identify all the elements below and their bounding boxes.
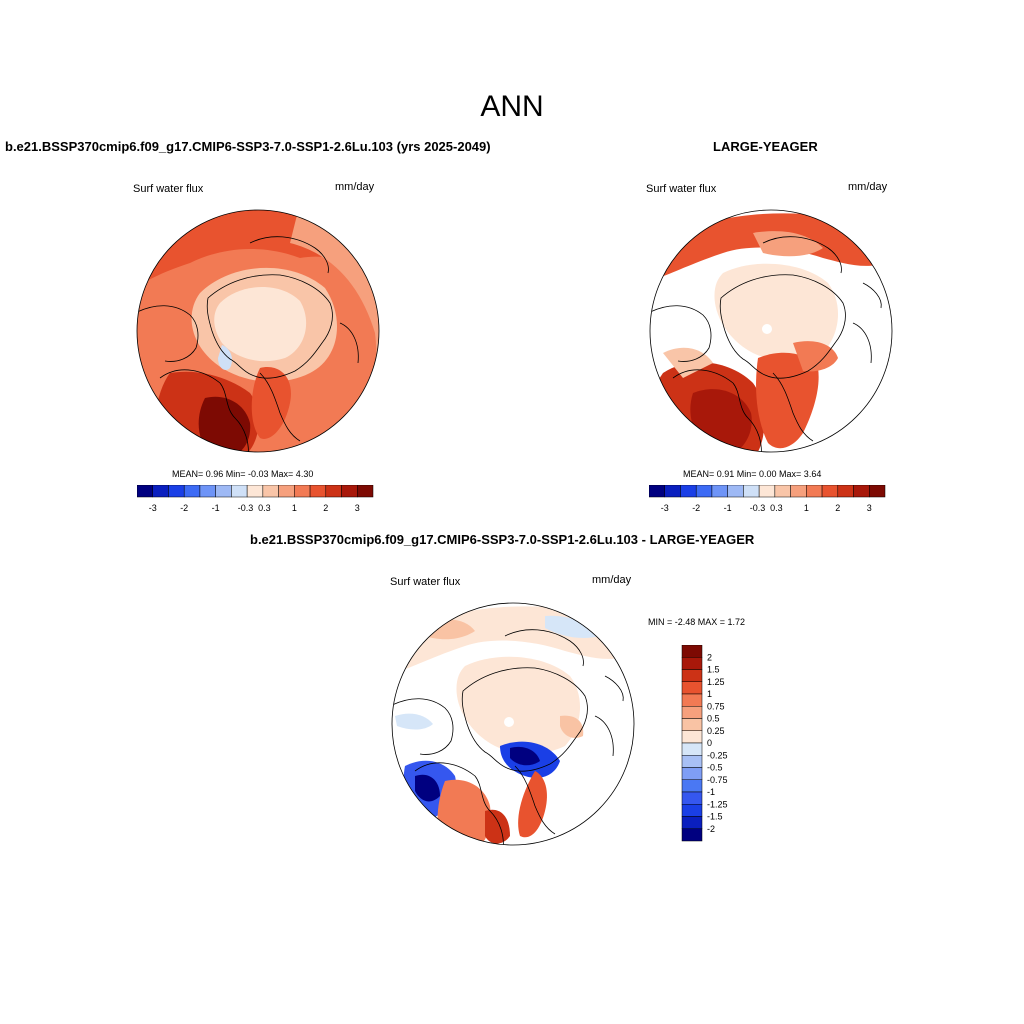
panel-2-stats: MEAN= 0.91 Min= 0.00 Max= 3.64: [683, 469, 822, 479]
panel-2-colorbar: -3 -2 -1 -0.3 0.3 1 2 3: [649, 485, 886, 513]
colorbar-3-tick-label: -1: [707, 787, 715, 797]
colorbar-2-tick-label: -3: [661, 503, 669, 513]
colorbar-3-tick-label: -1.5: [707, 812, 723, 822]
colorbar-3-swatch: [681, 791, 703, 805]
colorbar-2-swatch: [774, 485, 791, 498]
panel-2-units: mm/day: [848, 181, 888, 193]
colorbar-3-swatch: [681, 693, 703, 707]
colorbar-1-tick-label: 3: [355, 503, 360, 513]
colorbar-3-tick-label: -0.25: [707, 750, 728, 760]
panel-2-title: LARGE-YEAGER: [713, 139, 818, 154]
colorbar-1-tick-label: -3: [149, 503, 157, 513]
colorbar-2-tick-label: -0.3: [750, 503, 766, 513]
colorbar-3-tick-label: 0.25: [707, 726, 725, 736]
colorbar-2-swatch: [664, 485, 681, 498]
panel-2-variable: Surf water flux: [646, 183, 717, 195]
colorbar-3-swatch: [681, 804, 703, 817]
colorbar-2-swatch: [806, 485, 823, 498]
colorbar-3-tick-label: 2: [707, 652, 712, 662]
colorbar-2-swatch: [821, 485, 839, 498]
panel-3-title: b.e21.BSSP370cmip6.f09_g17.CMIP6-SSP3-7.…: [250, 532, 755, 547]
colorbar-2-tick-label: 2: [835, 503, 840, 513]
figure-title: ANN: [480, 90, 544, 123]
panel-3-minmax: MIN = -2.48 MAX = 1.72: [648, 617, 746, 627]
colorbar-2-swatch: [649, 485, 665, 498]
colorbar-1-tick-label: 1: [292, 503, 297, 513]
colorbar-3-tick-label: -0.5: [707, 763, 723, 773]
colorbar-3-swatch: [681, 816, 703, 829]
colorbar-1-swatch: [137, 485, 153, 498]
panel-3-variable: Surf water flux: [390, 576, 461, 588]
colorbar-1-tick-label: 0.3: [258, 503, 271, 513]
colorbar-3-swatch: [681, 828, 703, 842]
colorbar-3-swatch: [681, 767, 703, 780]
colorbar-2-swatch: [758, 485, 776, 498]
colorbar-3-tick-label: 1: [707, 689, 712, 699]
colorbar-3-tick-label: 0.5: [707, 714, 720, 724]
colorbar-2-swatch: [680, 485, 697, 498]
colorbar-1-swatch: [246, 485, 264, 498]
colorbar-2-tick-label: 1: [804, 503, 809, 513]
panel-3-map: [391, 602, 635, 846]
panel-1-stats: MEAN= 0.96 Min= -0.03 Max= 4.30: [172, 469, 314, 479]
colorbar-3-tick-label: -0.75: [707, 775, 728, 785]
colorbar-2-swatch: [853, 485, 870, 498]
colorbar-1-swatch: [278, 485, 295, 498]
colorbar-1-swatch: [215, 485, 232, 498]
panel-1-colorbar: -3 -2 -1 -0.3 0.3 1 2 3: [137, 485, 374, 513]
colorbar-1-swatch: [294, 485, 311, 498]
colorbar-1-swatch: [183, 485, 201, 498]
colorbar-1-tick-label: 2: [323, 503, 328, 513]
colorbar-3-tick-label: -2: [707, 824, 715, 834]
colorbar-1-swatch: [168, 485, 185, 498]
panel-1-map: [136, 209, 380, 453]
panel-3-colorbar: 2 1.5 1.25 1 0.75 0.5 0.25 0 -0.25 -0.5 -0.75 -1 -1.…: [681, 645, 728, 842]
panel-1-variable: Surf water flux: [133, 183, 204, 195]
colorbar-2-tick-label: 3: [867, 503, 872, 513]
colorbar-1-swatch: [309, 485, 327, 498]
colorbar-3-tick-label: -1.25: [707, 799, 728, 809]
colorbar-1-swatch: [325, 485, 342, 498]
colorbar-2-tick-label: -1: [724, 503, 732, 513]
colorbar-1-tick-label: -1: [212, 503, 220, 513]
colorbar-2-swatch: [743, 485, 760, 498]
colorbar-3-tick-label: 1.5: [707, 665, 720, 675]
colorbar-2-tick-label: 0.3: [770, 503, 783, 513]
colorbar-3-tick-label: 0.75: [707, 701, 725, 711]
colorbar-2-swatch: [837, 485, 854, 498]
colorbar-1-swatch: [231, 485, 248, 498]
colorbar-1-swatch: [262, 485, 279, 498]
colorbar-1-swatch: [357, 485, 374, 498]
panel-1-title: b.e21.BSSP370cmip6.f09_g17.CMIP6-SSP3-7.…: [5, 139, 491, 154]
colorbar-3-swatch: [681, 718, 703, 731]
colorbar-1-swatch: [341, 485, 358, 498]
colorbar-1-swatch: [199, 485, 216, 498]
colorbar-3-swatch: [681, 742, 703, 756]
colorbar-3-swatch: [681, 657, 703, 670]
panel-1-units: mm/day: [335, 181, 375, 193]
colorbar-3-swatch: [681, 681, 703, 695]
colorbar-1-swatch: [152, 485, 169, 498]
colorbar-3-swatch: [681, 779, 703, 793]
colorbar-3-swatch: [681, 669, 703, 682]
panel-2-map: [649, 209, 893, 453]
colorbar-3-tick-label: 0: [707, 738, 712, 748]
colorbar-1-tick-label: -2: [180, 503, 188, 513]
colorbar-2-swatch: [790, 485, 807, 498]
colorbar-3-swatch: [681, 645, 703, 658]
colorbar-3-swatch: [681, 755, 703, 768]
colorbar-2-swatch: [869, 485, 886, 498]
colorbar-1-tick-label: -0.3: [238, 503, 254, 513]
colorbar-2-tick-label: -2: [692, 503, 700, 513]
colorbar-3-swatch: [681, 730, 703, 744]
panel-3-units: mm/day: [592, 574, 632, 586]
colorbar-2-swatch: [727, 485, 744, 498]
colorbar-3-swatch: [681, 706, 703, 719]
colorbar-2-swatch: [711, 485, 728, 498]
colorbar-3-tick-label: 1.25: [707, 677, 725, 687]
colorbar-2-swatch: [695, 485, 713, 498]
